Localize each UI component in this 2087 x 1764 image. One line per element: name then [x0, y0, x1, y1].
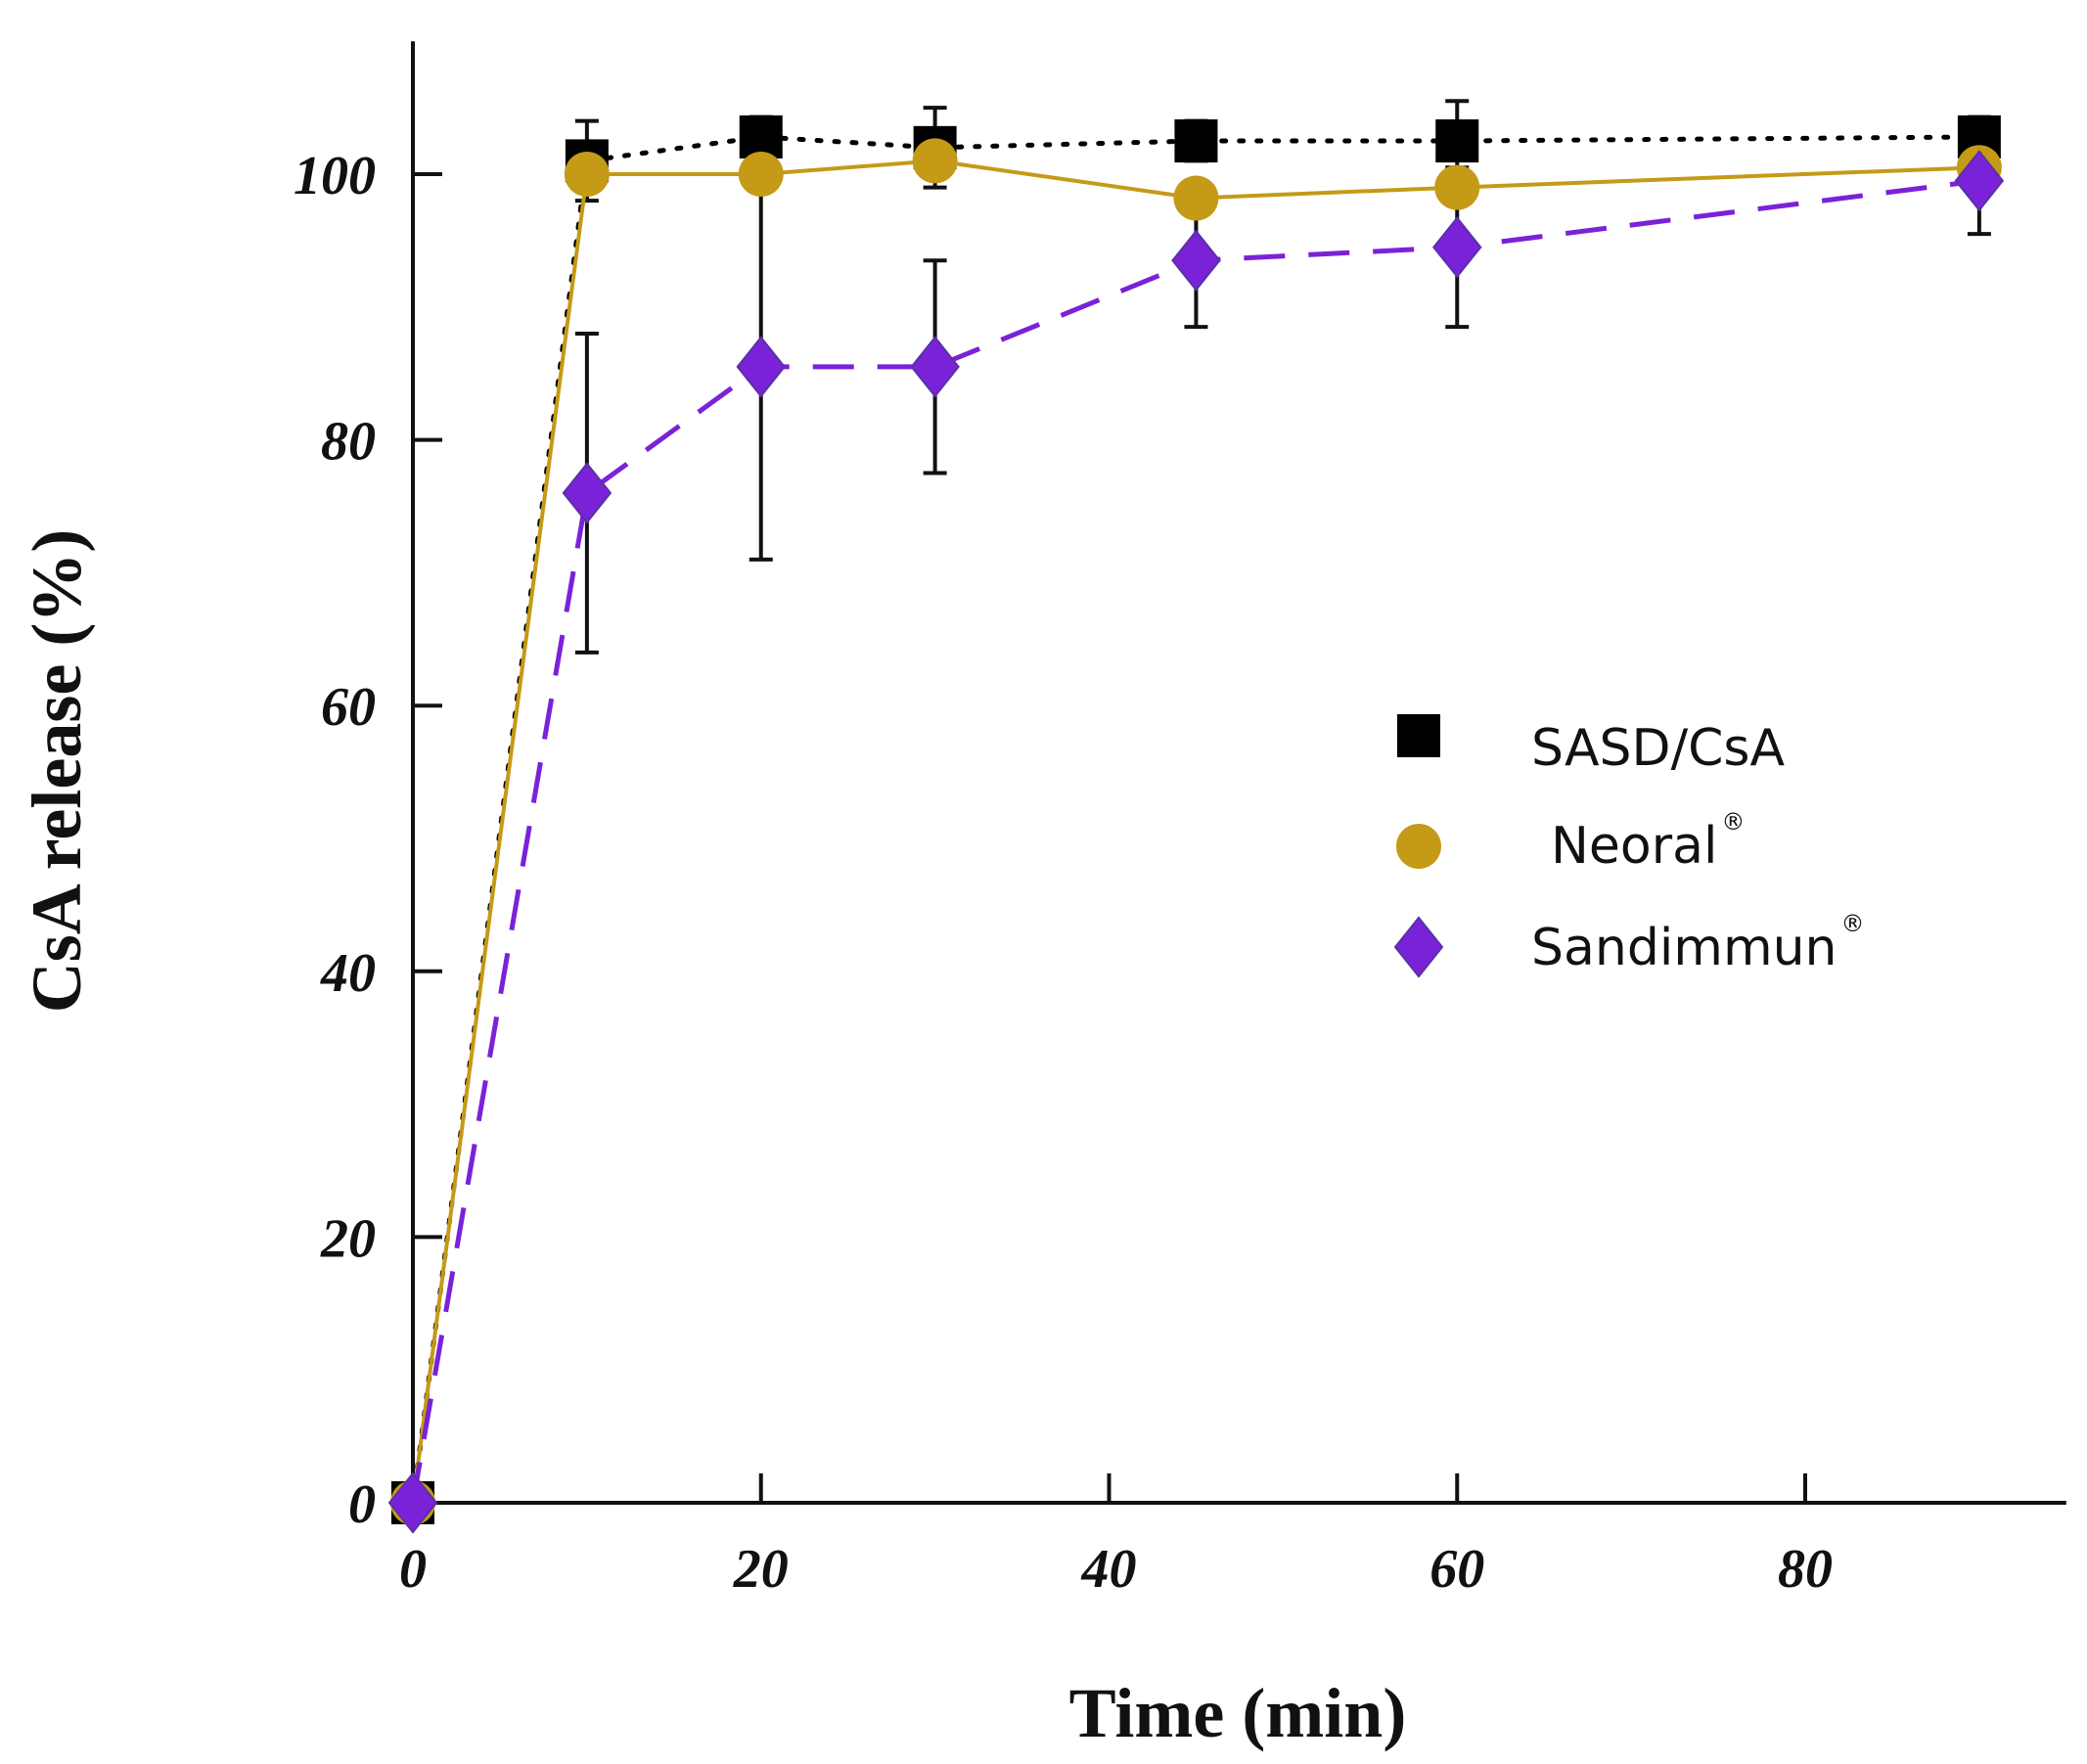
- x-axis-title: Time (min): [1069, 1674, 1407, 1752]
- legend-label: SASD/CsA: [1531, 719, 1786, 778]
- series-line: [410, 178, 1980, 1504]
- legend-label-main: SASD/CsA: [1531, 719, 1786, 778]
- y-tick-label: 20: [320, 1208, 376, 1269]
- y-tick-label: 60: [321, 677, 376, 738]
- y-tick-label: 40: [320, 943, 376, 1004]
- data-point: [1434, 164, 1480, 210]
- data-point: [562, 462, 612, 524]
- data-point: [736, 336, 787, 398]
- data-point: [738, 152, 784, 197]
- legend-label-main: Sandimmun: [1531, 919, 1837, 977]
- y-axis-title: CsA release (%): [18, 529, 96, 1014]
- x-tick-label: 80: [1778, 1539, 1833, 1600]
- legend-label-sup: ®: [1721, 808, 1745, 836]
- legend-marker: [1396, 824, 1441, 869]
- data-point: [1171, 229, 1221, 292]
- legend-marker: [1393, 916, 1444, 978]
- y-tick-label: 0: [348, 1474, 376, 1535]
- data-point: [910, 336, 960, 398]
- data-point: [1431, 216, 1482, 279]
- data-point: [1174, 119, 1218, 163]
- legend-label: Sandimmun ®: [1531, 910, 1865, 977]
- legend-label-main: Neoral: [1551, 817, 1717, 876]
- y-tick-label: 80: [321, 412, 376, 473]
- data-point: [1435, 119, 1479, 163]
- legend-label: Neoral ®: [1551, 808, 1745, 876]
- legend-label-sup: ®: [1841, 910, 1865, 937]
- x-tick-label: 20: [733, 1539, 789, 1600]
- data-point: [739, 114, 783, 158]
- series-markers: [387, 114, 2005, 1534]
- y-tick-label: 100: [294, 146, 376, 206]
- data-point: [564, 152, 610, 197]
- data-point: [1173, 175, 1219, 221]
- legend-marker: [1397, 714, 1440, 757]
- axes: 0 20 40 60 80 0 20 40 60 80 100: [294, 41, 2066, 1600]
- data-point: [1954, 150, 2005, 212]
- error-bars: [574, 99, 1991, 655]
- x-tick-label: 40: [1081, 1539, 1137, 1600]
- data-point: [912, 138, 958, 184]
- x-tick-label: 60: [1429, 1539, 1484, 1600]
- x-tick-label: 0: [399, 1539, 427, 1600]
- data-point: [387, 1471, 438, 1534]
